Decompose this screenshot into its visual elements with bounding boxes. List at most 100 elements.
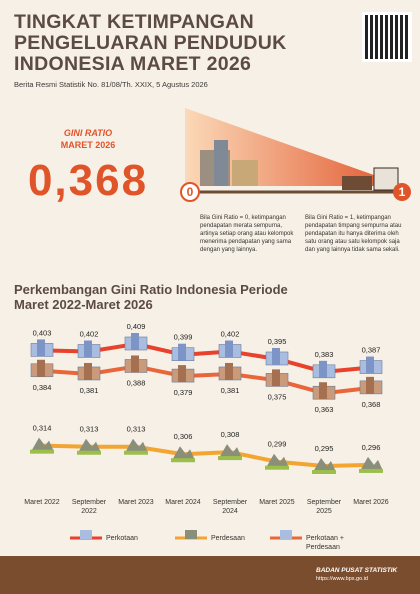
marker <box>124 333 148 351</box>
mountain-icon <box>219 444 242 459</box>
building-icon <box>225 340 233 358</box>
explanation: Bila Gini Ratio = 0, ketimpangan pendapa… <box>200 215 294 253</box>
marker <box>218 444 242 461</box>
building-icon <box>319 382 327 400</box>
value-label: 0,313 <box>80 425 99 434</box>
mountain-icon <box>125 438 148 453</box>
marker <box>265 453 289 470</box>
mountain-icon <box>360 456 383 471</box>
mountain-icon <box>172 446 195 461</box>
value-label: 0,299 <box>268 440 287 449</box>
building-icon <box>84 340 92 358</box>
marker <box>265 369 289 387</box>
building-icon <box>131 355 139 373</box>
marker <box>77 362 101 381</box>
building-icon <box>178 343 186 361</box>
org-name: BADAN PUSAT STATISTIK <box>316 567 398 574</box>
building-icon <box>272 347 280 365</box>
marker <box>359 376 383 395</box>
value-label: 0,387 <box>362 346 381 355</box>
legend-label: Perdesaan <box>211 535 245 542</box>
building-icon <box>272 369 280 387</box>
value-label: 0,381 <box>80 386 99 395</box>
marker <box>218 340 242 358</box>
value-label: 0,314 <box>33 424 52 433</box>
ground <box>124 450 148 455</box>
marker <box>312 360 336 379</box>
value-label: 0,368 <box>362 400 381 409</box>
scale-start <box>180 182 200 202</box>
subtitle: Berita Resmi Statistik No. 81/08/Th. XXI… <box>14 80 208 89</box>
mountain-icon <box>313 458 336 472</box>
marker <box>124 438 148 455</box>
mountain-icon <box>78 438 101 453</box>
value-label: 0,308 <box>221 430 240 439</box>
legend-label: Perkotaan + Perdesaan <box>306 535 344 551</box>
house <box>373 167 399 191</box>
scale-end <box>393 183 411 201</box>
scale-end-label: 1 <box>399 185 406 199</box>
chart-title: Perkembangan Gini Ratio Indonesia Period… <box>14 282 288 312</box>
marker <box>265 347 289 366</box>
ground <box>265 465 289 470</box>
mountain-icon <box>266 453 289 468</box>
qr-code <box>362 12 412 62</box>
building <box>214 140 228 186</box>
marker <box>77 340 101 358</box>
value-label: 0,296 <box>362 443 381 452</box>
marker <box>359 356 383 374</box>
x-tick-label: September 2025 <box>306 499 342 515</box>
x-tick-label: September 2022 <box>71 499 107 515</box>
building-icon <box>84 362 92 380</box>
legend-icon <box>280 530 292 539</box>
x-tick-label: Maret 2023 <box>118 499 154 506</box>
ground <box>30 449 54 454</box>
gini-value: 0,368 <box>27 156 149 205</box>
marker <box>30 437 54 454</box>
x-tick-label: Maret 2025 <box>259 499 295 506</box>
value-label: 0,388 <box>127 378 146 387</box>
marker <box>171 446 195 463</box>
building <box>232 160 258 186</box>
building-icon <box>178 365 186 383</box>
marker <box>312 382 336 400</box>
marker <box>359 456 383 473</box>
scale-start-label: 0 <box>187 185 194 199</box>
mountain-icon <box>31 437 54 452</box>
building-icon <box>225 362 233 380</box>
building-icon <box>319 360 327 378</box>
building-icon <box>37 359 45 377</box>
ground <box>312 470 336 474</box>
gini-label: GINI RATIO <box>63 128 113 138</box>
marker <box>312 458 336 474</box>
value-label: 0,306 <box>174 432 193 441</box>
org-url: https://www.bps.go.id <box>316 576 368 582</box>
explanation: Bila Gini Ratio = 1, ketimpangan pendapa… <box>305 215 402 253</box>
value-label: 0,403 <box>33 328 52 337</box>
value-label: 0,395 <box>268 337 287 346</box>
legend-icon <box>80 530 92 539</box>
x-tick-label: September 2024 <box>212 499 248 515</box>
marker <box>30 339 54 357</box>
gini-date: MARET 2026 <box>60 140 116 150</box>
ground <box>218 456 242 461</box>
house <box>342 176 372 190</box>
value-label: 0,363 <box>315 405 334 414</box>
value-label: 0,295 <box>315 444 334 453</box>
marker <box>77 438 101 455</box>
marker <box>124 355 148 373</box>
value-label: 0,409 <box>127 322 146 331</box>
marker <box>171 343 195 362</box>
x-tick-label: Maret 2024 <box>165 499 201 506</box>
value-label: 0,399 <box>174 333 193 342</box>
ground <box>171 458 195 463</box>
x-tick-label: Maret 2022 <box>24 499 60 506</box>
marker <box>171 365 195 383</box>
legend-icon <box>185 530 197 539</box>
building-icon <box>131 333 139 350</box>
value-label: 0,379 <box>174 388 193 397</box>
gini-box: GINI RATIO MARET 2026 0,368 <box>18 128 158 206</box>
ground <box>359 468 383 473</box>
building-icon <box>366 356 374 374</box>
